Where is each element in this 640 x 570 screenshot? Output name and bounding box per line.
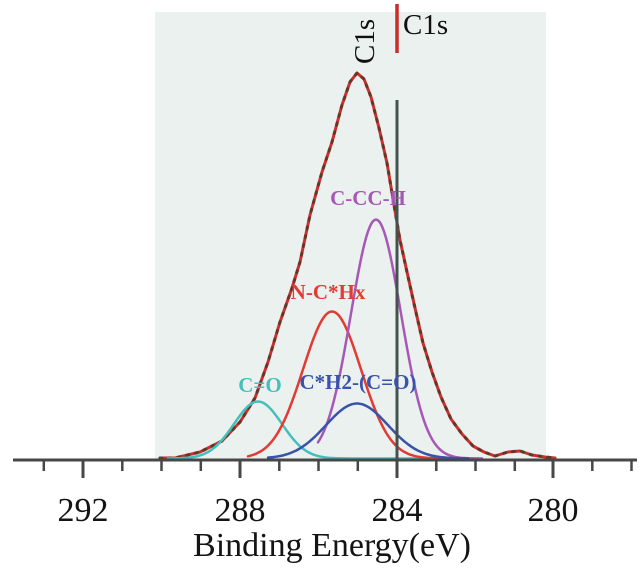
curve-C*H2-(C=O) [266,402,470,460]
x-tick-label: 292 [58,492,109,529]
x-axis-title: Binding Energy(eV) [193,527,471,564]
x-tick-label: 284 [372,492,423,529]
x-tick-label: 288 [215,492,266,529]
curve-N-C*Hx [246,310,446,460]
peak-title-marker: C1s [403,9,448,41]
x-tick-label: 280 [528,492,579,529]
label-c-cc-h: C-CC-H [330,186,406,210]
highlight-band [155,12,546,460]
label-n-c-hx: N-C*Hx [291,280,366,304]
label-c-o: C=O [238,373,281,397]
x-tick-labels: 292 288 284 280 [58,492,579,529]
peak-title-rotated: C1s [349,19,381,64]
curve-envelope-data-dots [158,70,557,460]
curve-C-CC-H [316,218,484,460]
label-c-h2-c-o: C*H2-(C=O) [300,370,417,394]
x-axis [13,458,637,478]
